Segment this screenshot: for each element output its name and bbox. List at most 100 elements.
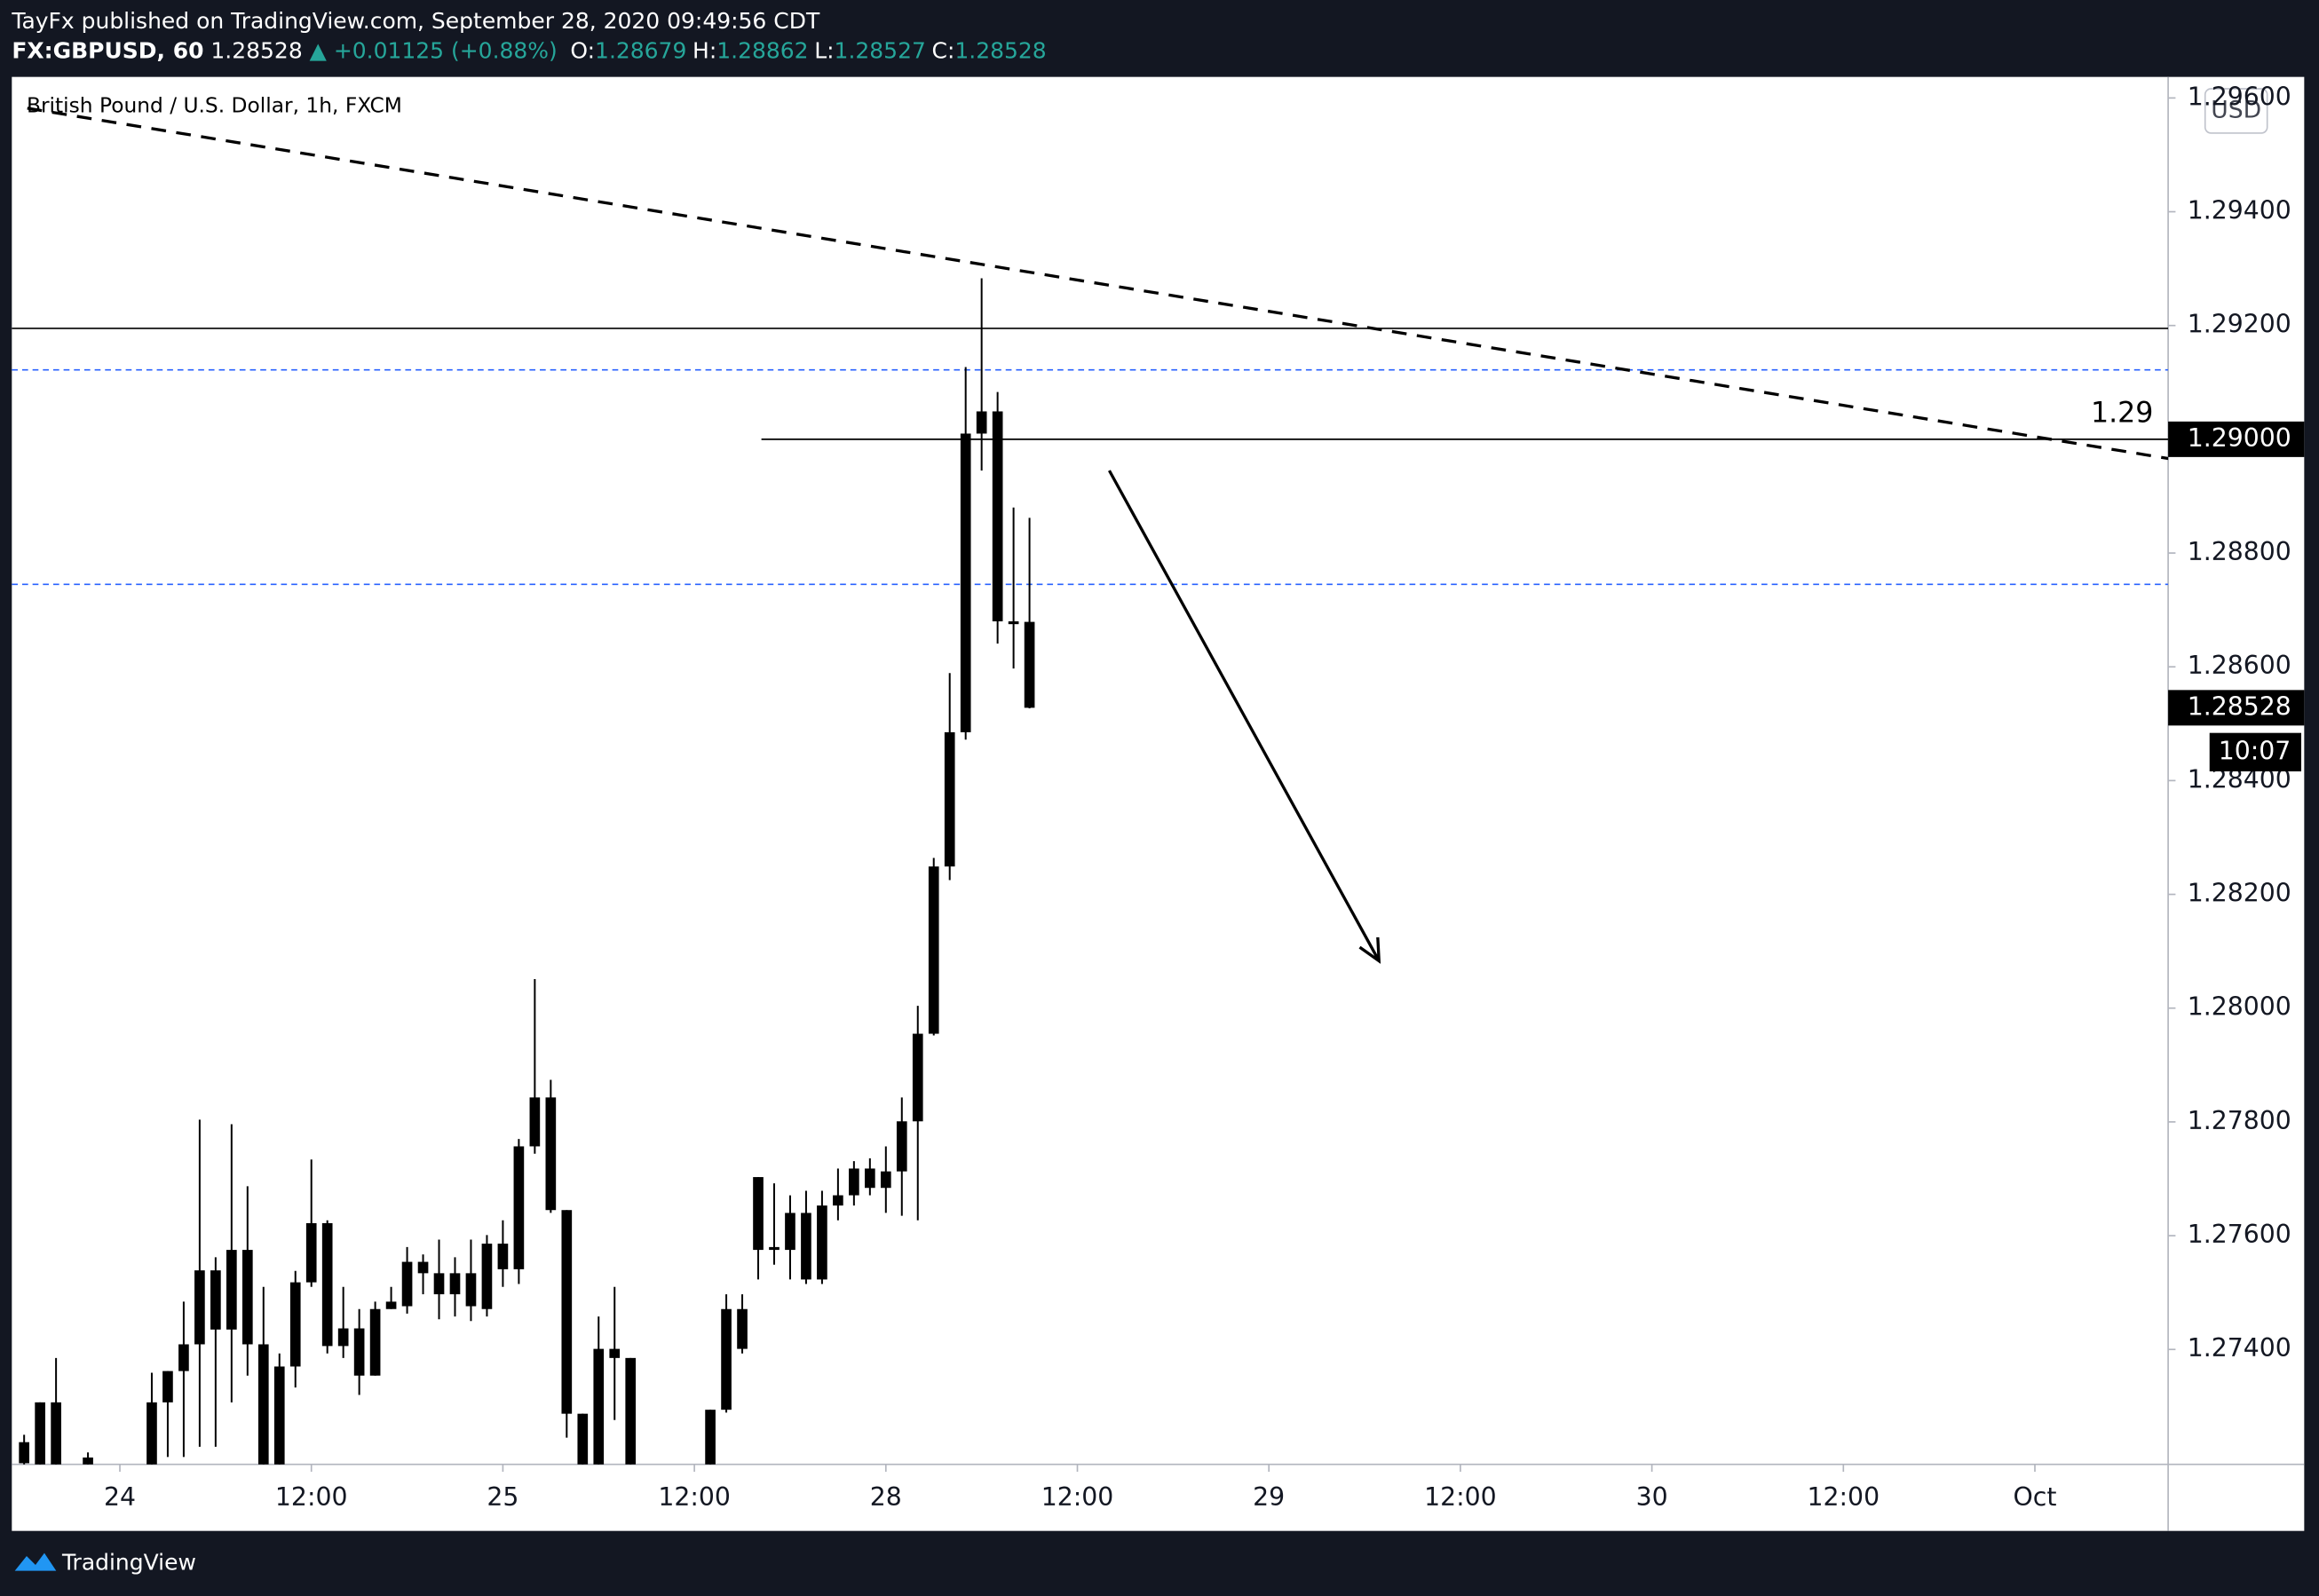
x-tick-label: 25 [487,1482,518,1512]
candle-body [609,1348,621,1358]
candle-body [210,1270,221,1330]
x-tick-label: 12:00 [275,1482,348,1512]
x-tick-label: 28 [870,1482,902,1512]
candle-body [721,1308,732,1410]
logo [14,1553,57,1571]
candle-body [273,1366,285,1465]
candle-body [1024,621,1035,708]
candle-body [753,1177,764,1251]
y-tick-label: 1.28600 [2188,651,2291,680]
candle-body [257,1344,269,1465]
candle-body [51,1402,61,1465]
candle-body [194,1270,205,1345]
y-tick-label: 1.28200 [2188,879,2291,908]
y-tick-label: 1.28800 [2188,537,2291,566]
y-tick-label: 1.27800 [2188,1106,2291,1135]
level-price-label: 1.29000 [2188,423,2291,453]
plot-background [12,76,2305,1531]
ohlc-value: 1.28862 [716,37,808,63]
candle-body [912,1033,923,1122]
ohlc-label: L: [814,37,834,63]
candle-body [305,1222,317,1283]
candle-body [896,1121,907,1172]
candle-body [944,731,955,867]
candle-body [849,1168,859,1196]
symbol-info: FX:GBPUSD, 60 1.28528 ▲ +0.01125 (+0.88%… [12,37,1046,63]
candle-body [737,1308,748,1349]
candle-body [1008,620,1019,625]
candle-body [705,1410,716,1465]
candle-body [369,1308,381,1376]
legend-title: British Pound / U.S. Dollar, 1h, FXCM [27,93,402,117]
candle-body [976,411,987,434]
ohlc-value: 1.28527 [835,37,926,63]
arrow [1107,470,1381,964]
candle-body [353,1328,365,1376]
candle-body [577,1413,589,1465]
candle-body [146,1402,157,1465]
y-tick-label: 1.27400 [2188,1333,2291,1363]
candle-body [433,1273,445,1295]
candle-body [928,866,939,1034]
y-tick-label: 1.29600 [2188,82,2291,111]
candle-body [545,1097,557,1211]
x-tick-label: 12:00 [1424,1482,1497,1512]
candle-body [481,1244,493,1309]
level-price-box [2168,421,2305,457]
candle-body [561,1210,573,1414]
candle-body [241,1250,253,1345]
x-tick-label: 12:00 [1041,1482,1114,1512]
currency-button[interactable] [2204,88,2268,134]
candle-body [385,1301,397,1309]
candle-body [449,1273,461,1295]
candle-body [19,1442,29,1464]
candle-body [625,1357,637,1465]
level-label: 1.29 [2091,398,2153,430]
candle-body [529,1097,541,1147]
publisher: TayFx published on TradingView.com, Sept… [11,8,820,34]
y-tick-label: 1.29400 [2188,196,2291,225]
candle-body [337,1328,349,1347]
candle-body [417,1261,429,1274]
candle-body [226,1250,237,1330]
candle-body [513,1146,525,1269]
candle-body [785,1213,795,1251]
last-price-label: 1.28528 [2188,691,2291,721]
candle-body [833,1195,843,1206]
candle-body [321,1222,333,1347]
last-price-box [2168,690,2305,726]
currency[interactable]: USD [2211,96,2261,123]
y-tick-label: 1.27600 [2188,1220,2291,1249]
x-tick-label: 12:00 [1808,1482,1880,1512]
price: 1.28528 [210,37,302,63]
candle-body [465,1273,477,1307]
brand: TradingView [61,1549,196,1575]
candle-body [801,1213,811,1280]
candle-body [178,1344,189,1371]
x-tick-label: 12:00 [658,1482,731,1512]
candle-body [880,1171,891,1189]
candle-body [497,1244,509,1269]
candle-body [817,1205,827,1280]
countdown: 10:07 [2219,736,2291,765]
candle-body [593,1348,605,1465]
candle-body [401,1261,413,1307]
ohlc-label: O: [570,37,595,63]
candle-body [992,411,1003,621]
plot: 1.29 [12,107,2169,1465]
candle-body [769,1246,780,1251]
change: ▲ +0.01125 (+0.88%) [310,37,558,63]
candle-body [162,1371,173,1402]
ohlc-value: 1.28528 [954,37,1046,63]
x-tick-label: Oct [2014,1482,2057,1512]
y-tick-label: 1.28000 [2188,992,2291,1022]
candle-body [35,1402,45,1465]
symbol: FX:GBPUSD, 60 [12,37,203,63]
axes: 1.296001.294001.292001.288001.286001.284… [104,82,2305,1512]
candle-body [865,1168,875,1189]
x-tick-label: 30 [1636,1482,1668,1512]
candle-body [83,1458,93,1465]
ohlc-value: 1.28679 [595,37,686,63]
